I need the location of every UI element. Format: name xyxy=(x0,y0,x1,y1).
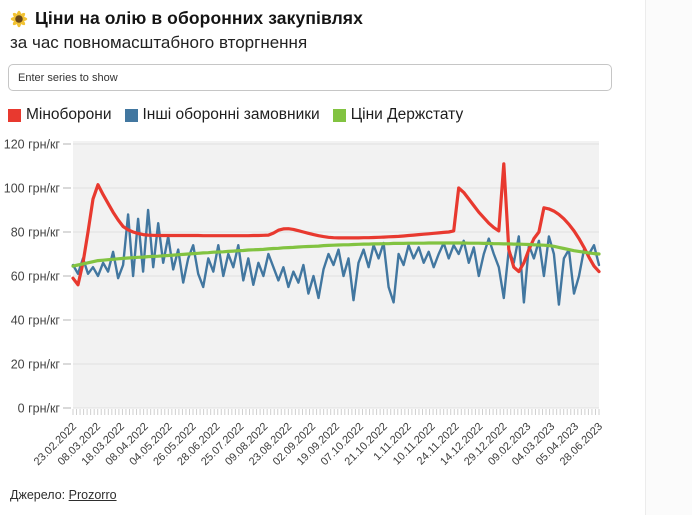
y-tick-label: 60 грн/кг xyxy=(11,270,61,284)
legend-swatch-icon xyxy=(8,108,21,122)
y-tick-label: 80 грн/кг xyxy=(11,226,61,240)
legend-label: Інші оборонні замовники xyxy=(142,106,320,123)
page-title: Ціни на олію в оборонних закупівлях xyxy=(10,8,635,29)
y-tick-label: 0 грн/кг xyxy=(18,402,61,416)
page-content: Ціни на олію в оборонних закупівлях за ч… xyxy=(0,0,645,502)
source-label: Джерело: xyxy=(10,488,66,502)
page-title-text: Ціни на олію в оборонних закупівлях xyxy=(35,8,363,28)
legend-label: Міноборони xyxy=(26,106,112,123)
legend-swatch-icon xyxy=(332,108,346,122)
page-subtitle: за час повномасштабного вторгнення xyxy=(10,33,308,52)
legend-item-2: Ціни Держстату xyxy=(332,106,464,124)
legend-item-1: Інші оборонні замовники xyxy=(124,106,320,124)
source-line: Джерело: Prozorro xyxy=(10,488,117,502)
y-tick-label: 40 грн/кг xyxy=(11,314,61,328)
sunflower-icon xyxy=(10,10,28,28)
y-tick-label: 100 грн/кг xyxy=(4,182,61,196)
series-line-0 xyxy=(71,162,601,287)
series-filter-input[interactable] xyxy=(8,64,612,91)
y-tick-label: 120 грн/кг xyxy=(4,138,61,152)
legend-swatch-icon xyxy=(124,108,138,122)
legend-label: Ціни Держстату xyxy=(350,106,464,123)
y-tick-label: 20 грн/кг xyxy=(11,358,61,372)
series-line-2 xyxy=(71,241,601,268)
chart-canvas: 120 грн/кг 100 грн/кг 80 грн/кг 60 грн/кг 40… xyxy=(4,138,605,469)
header: Ціни на олію в оборонних закупівлях за ч… xyxy=(0,0,645,53)
right-gutter xyxy=(645,0,692,515)
legend-item-0: Міноборони xyxy=(8,106,112,124)
price-line-chart[interactable]: 120 грн/кг 100 грн/кг 80 грн/кг 60 грн/кг 40… xyxy=(0,132,645,489)
source-link[interactable]: Prozorro xyxy=(68,488,117,502)
chart-legend: Міноборони Інші оборонні замовники Ціни Де… xyxy=(8,106,637,124)
